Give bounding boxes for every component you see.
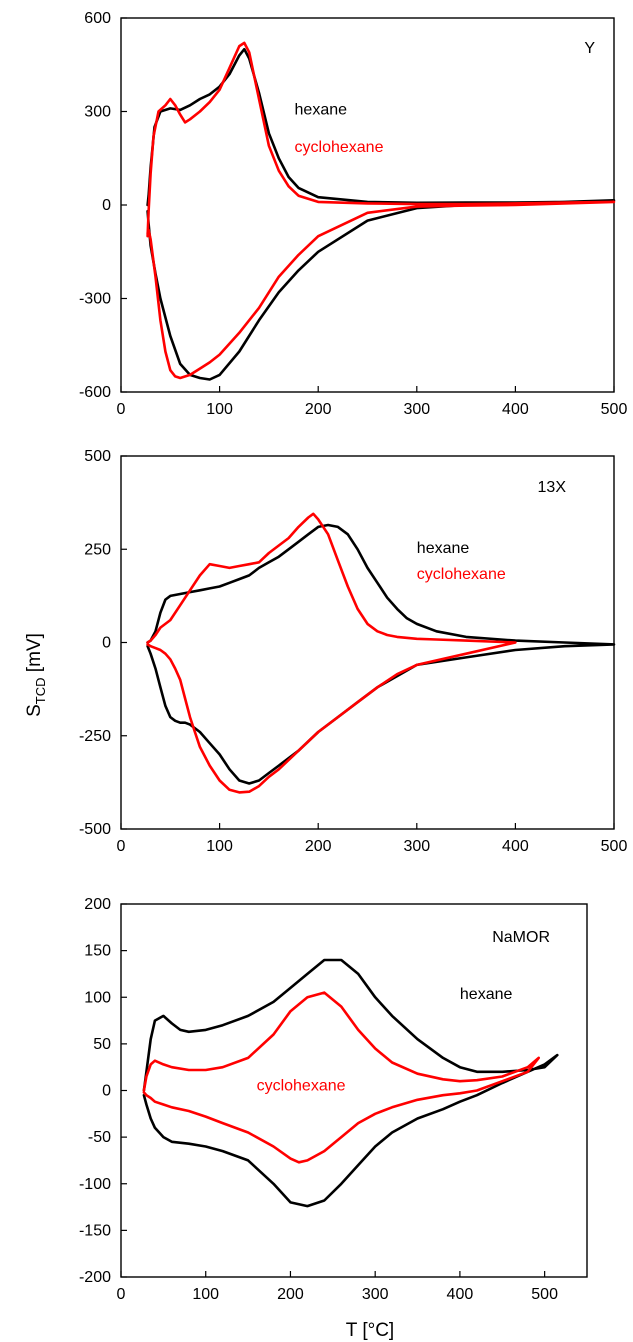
y-axis-label-subscript: TCD [33, 677, 48, 704]
panel-label: Y [584, 40, 595, 57]
y-tick-label: 0 [102, 197, 111, 214]
annotation-hexane: hexane [295, 102, 348, 119]
x-tick-label: 300 [362, 1286, 389, 1303]
panel-0: 0 100 200 300 400 500 -600 -300 0 300 600 hexane cyc… [79, 10, 627, 418]
y-axis-label-main: S [24, 704, 45, 717]
series-cyclohexane [146, 41, 616, 380]
annotation-hexane: hexane [460, 986, 513, 1003]
y-tick-label: 0 [102, 1083, 111, 1100]
y-tick-label: -250 [79, 728, 111, 745]
annotation-hexane: hexane [417, 540, 470, 557]
x-tick-label: 300 [403, 401, 430, 418]
x-tick-label: 400 [502, 401, 529, 418]
panel-2: 0 100 200 300 400 500 -200 -150 -100 -50 0 50 100 150… [79, 896, 588, 1303]
x-tick-label: 100 [206, 838, 233, 855]
x-tick-label: 200 [305, 838, 332, 855]
series-cyclohexane [142, 991, 540, 1164]
y-tick-label: 200 [84, 896, 111, 913]
y-tick-label: 100 [84, 989, 111, 1006]
y-tick-label: -100 [79, 1176, 111, 1193]
x-tick-label: 200 [305, 401, 332, 418]
x-tick-label: 100 [192, 1286, 219, 1303]
y-tick-label: 50 [93, 1036, 111, 1053]
panel-label: 13X [538, 479, 567, 496]
annotation-cyclohexane: cyclohexane [295, 139, 384, 156]
x-tick-label: 200 [277, 1286, 304, 1303]
x-tick-label: 400 [502, 838, 529, 855]
x-tick-label: 500 [601, 838, 628, 855]
y-tick-label: -200 [79, 1269, 111, 1286]
x-axis-label: T [°C] [346, 1320, 394, 1341]
y-tick-label: 500 [84, 448, 111, 465]
x-tick-label: 100 [206, 401, 233, 418]
annotation-cyclohexane: cyclohexane [257, 1078, 346, 1095]
y-tick-label: -50 [88, 1129, 111, 1146]
y-tick-label: -150 [79, 1222, 111, 1239]
x-tick-label: 300 [403, 838, 430, 855]
y-tick-label: 300 [84, 104, 111, 121]
y-tick-label: -300 [79, 291, 111, 308]
x-tick-label: 500 [601, 401, 628, 418]
y-tick-label: -500 [79, 821, 111, 838]
x-tick-label: 0 [117, 838, 126, 855]
series-hexane [146, 47, 616, 381]
y-tick-label: 600 [84, 10, 111, 27]
y-tick-label: 0 [102, 635, 111, 652]
y-tick-label: 150 [84, 943, 111, 960]
x-tick-label: 0 [117, 401, 126, 418]
panel-1: 0 100 200 300 400 500 -500 -250 0 250 500 hexane cyc… [79, 448, 627, 855]
x-tick-label: 500 [531, 1286, 558, 1303]
series-hexane [146, 523, 616, 785]
plot-frame [120, 903, 588, 1278]
x-tick-label: 400 [447, 1286, 474, 1303]
series-hexane [142, 958, 559, 1208]
annotation-cyclohexane: cyclohexane [417, 566, 506, 583]
y-tick-label: -600 [79, 384, 111, 401]
y-axis-label: STCD [mV] [24, 633, 48, 717]
series-cyclohexane [146, 512, 517, 794]
y-axis-label-unit: [mV] [24, 633, 45, 677]
y-tick-label: 250 [84, 541, 111, 558]
panel-label: NaMOR [492, 929, 550, 946]
x-tick-label: 0 [117, 1286, 126, 1303]
